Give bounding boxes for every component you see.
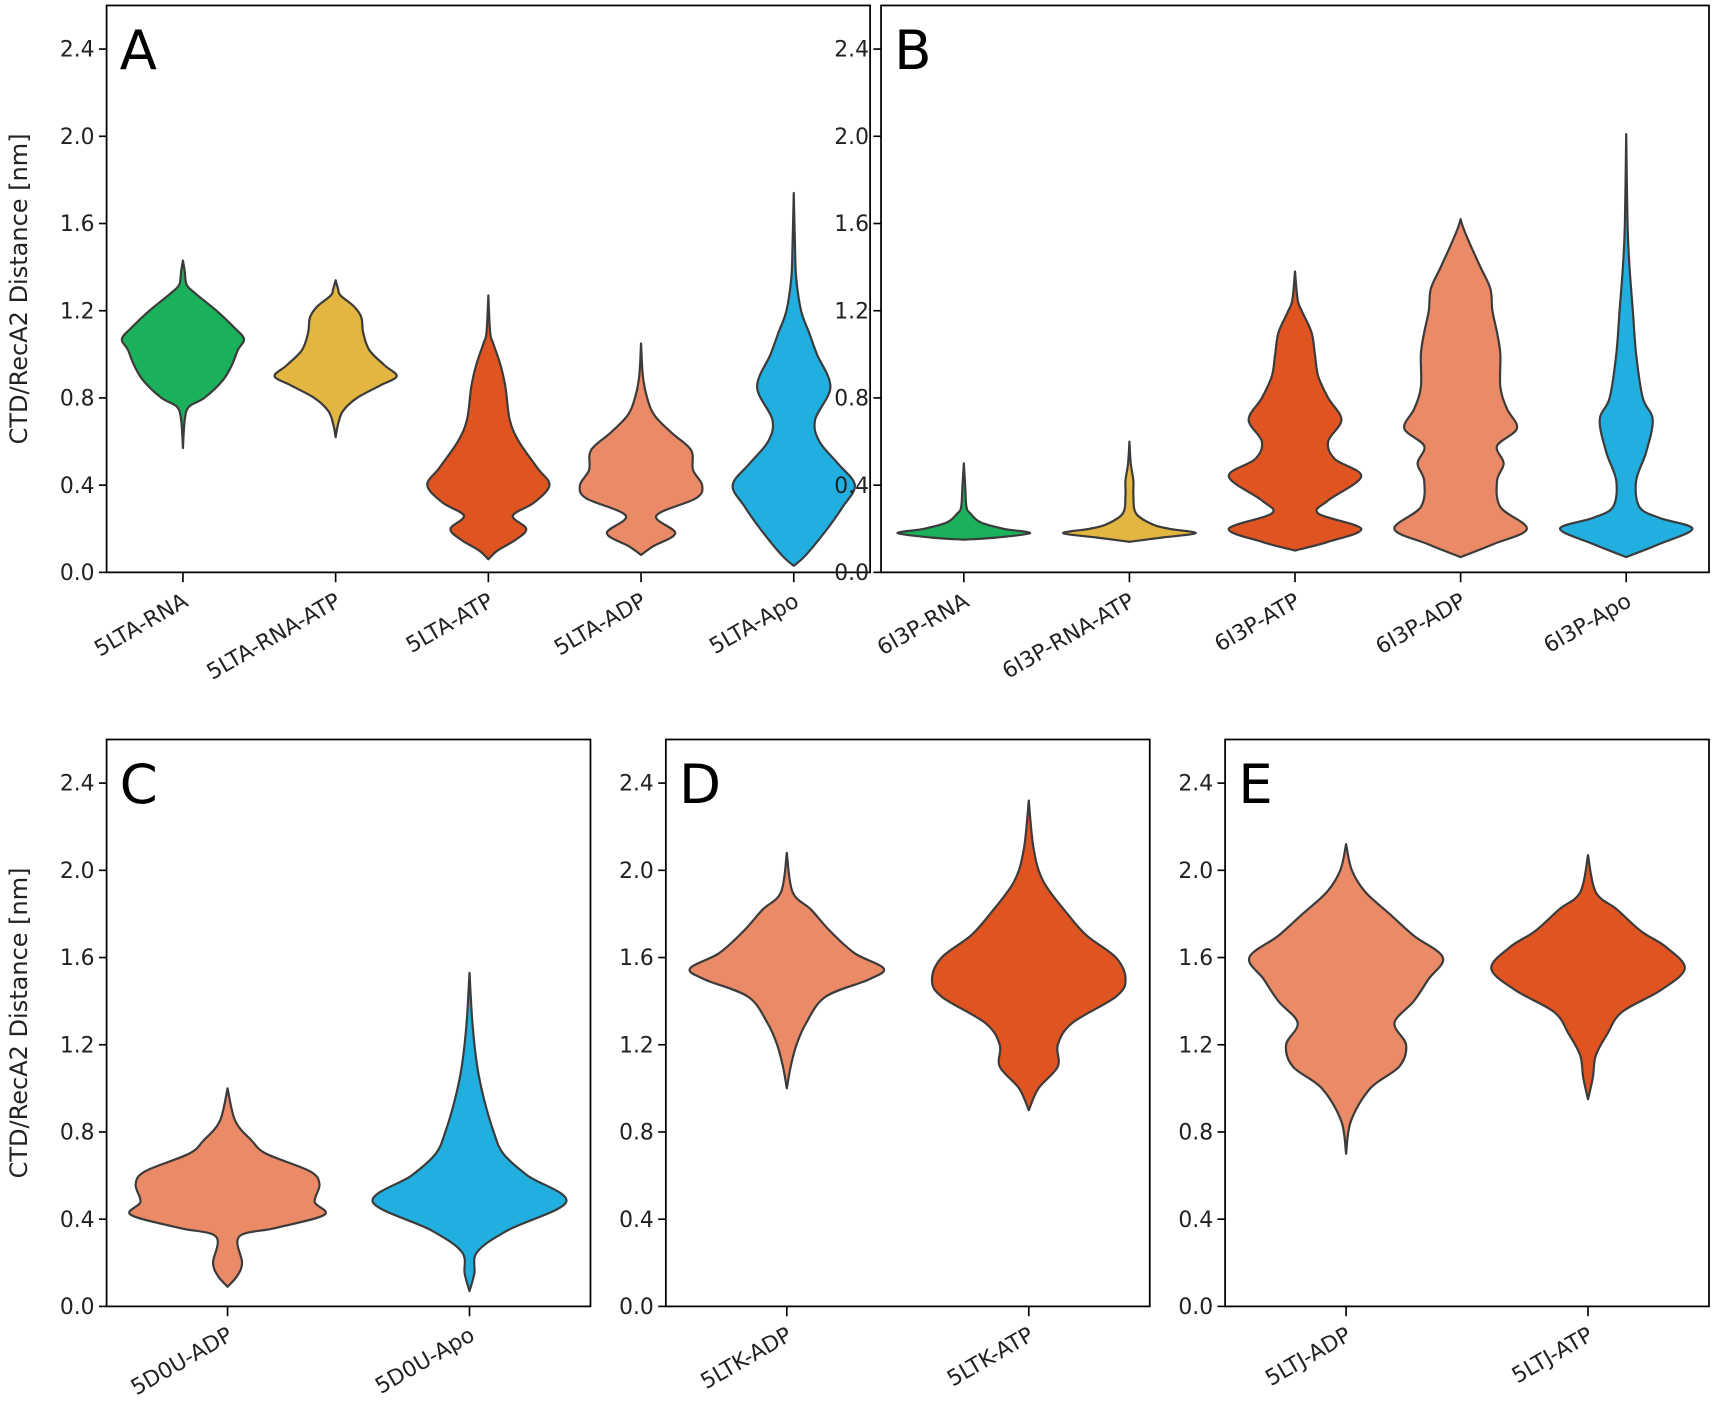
y-tick-label: 0.4 <box>619 1208 654 1233</box>
y-tick-label: 2.4 <box>834 38 869 63</box>
y-tick-label: 1.6 <box>60 212 95 237</box>
y-tick-label: 1.6 <box>834 212 869 237</box>
violin-5lta-apo <box>731 191 856 567</box>
y-tick-label: 2.0 <box>60 125 95 150</box>
y-tick-label: 1.2 <box>619 1033 654 1058</box>
x-tick-label: 6I3P-RNA <box>873 589 973 661</box>
violin-6i3p-atp <box>1227 270 1363 552</box>
violin-6i3p-adp <box>1393 218 1528 559</box>
y-tick-label: 2.4 <box>1178 772 1213 797</box>
x-tick-label: 5LTK-ADP <box>697 1323 797 1395</box>
x-tick-label: 6I3P-ADP <box>1372 589 1470 660</box>
axes-frame <box>880 4 1710 574</box>
panel-E: 5LTJ-ADP 5LTJ-ATP 0.0 0.4 0.8 1.2 1.6 2.0 2.4 E <box>1178 738 1710 1392</box>
y-tick-label: 2.0 <box>619 859 654 884</box>
violin-5d0u-adp <box>128 1087 327 1288</box>
x-tick-label: 5LTA-ATP <box>402 589 498 659</box>
y-tick-label: 1.2 <box>60 1033 95 1058</box>
y-tick-label: 2.4 <box>60 772 95 797</box>
x-tick-label: 5LTA-Apo <box>705 589 803 660</box>
y-tick-label: 0.4 <box>60 1208 95 1233</box>
axes-frame <box>664 738 1151 1308</box>
y-tick-label: 0.4 <box>834 474 869 499</box>
violin-5ltk-atp <box>930 799 1127 1112</box>
y-tick-label: 1.6 <box>1178 946 1213 971</box>
violin-5d0u-apo <box>371 971 568 1293</box>
y-tick-label: 1.2 <box>1178 1033 1213 1058</box>
x-tick-label: 5D0U-ADP <box>127 1323 237 1401</box>
y-tick-label: 1.2 <box>834 299 869 324</box>
axes-frame <box>105 4 871 574</box>
x-tick-label: 5LTJ-ADP <box>1261 1323 1355 1392</box>
y-tick-label: 0.8 <box>834 387 869 412</box>
y-tick-label: 0.8 <box>60 387 95 412</box>
panel-letter: E <box>1238 752 1273 816</box>
violin-5lta-rna-atp <box>273 279 398 439</box>
x-tick-label: 6I3P-ATP <box>1211 589 1305 658</box>
panel-letter: C <box>120 752 158 816</box>
y-tick-label: 2.0 <box>60 859 95 884</box>
panel-B: 6I3P-RNA 6I3P-RNA-ATP 6I3P-ATP 6I3P-ADP 6I3P… <box>834 4 1710 685</box>
violin-5lta-rna <box>120 259 246 450</box>
y-axis-label: CTD/RecA2 Distance [nm] <box>5 133 33 444</box>
x-tick-label: 6I3P-RNA-ATP <box>998 589 1139 685</box>
x-tick-label: 5LTA-RNA <box>90 589 192 662</box>
y-tick-label: 0.8 <box>1178 1121 1213 1146</box>
violin-5lta-adp <box>578 342 704 557</box>
y-tick-label: 2.4 <box>60 38 95 63</box>
y-tick-label: 0.0 <box>619 1295 654 1320</box>
panel-letter: B <box>894 18 931 82</box>
axes-frame <box>105 738 592 1308</box>
panel-C: 5D0U-ADP 5D0U-Apo 0.0 0.4 0.8 1.2 1.6 2.0 2.4 C CT… <box>5 738 592 1401</box>
violin-5lta-atp <box>426 294 551 561</box>
y-tick-label: 0.4 <box>1178 1208 1213 1233</box>
violin-6i3p-rna <box>896 462 1032 541</box>
x-tick-label: 5LTA-ADP <box>550 589 650 661</box>
x-tick-label: 6I3P-Apo <box>1540 589 1636 659</box>
x-tick-label: 5LTA-RNA-ATP <box>203 589 345 686</box>
y-tick-label: 0.0 <box>60 561 95 586</box>
y-tick-label: 2.0 <box>1178 859 1213 884</box>
panel-D: 5LTK-ADP 5LTK-ATP 0.0 0.4 0.8 1.2 1.6 2.0 2.4 D <box>619 738 1151 1395</box>
panel-A: 5LTA-RNA 5LTA-RNA-ATP 5LTA-ATP 5LTA-ADP 5LTA… <box>5 4 871 686</box>
y-tick-label: 1.6 <box>619 946 654 971</box>
violin-6i3p-apo <box>1558 133 1694 559</box>
y-tick-label: 1.6 <box>60 946 95 971</box>
y-tick-label: 0.8 <box>60 1121 95 1146</box>
x-tick-label: 5D0U-Apo <box>371 1323 479 1400</box>
x-tick-label: 5LTK-ATP <box>943 1323 1038 1392</box>
panel-letter: D <box>679 752 721 816</box>
y-axis-label: CTD/RecA2 Distance [nm] <box>5 867 33 1178</box>
y-tick-label: 1.2 <box>60 299 95 324</box>
y-tick-label: 0.0 <box>834 561 869 586</box>
y-tick-label: 0.8 <box>619 1121 654 1146</box>
axes-frame <box>1224 738 1710 1308</box>
y-tick-label: 2.0 <box>834 125 869 150</box>
violin-5ltk-adp <box>688 851 886 1090</box>
panel-letter: A <box>120 18 157 82</box>
violin-5ltj-adp <box>1247 843 1445 1155</box>
y-tick-label: 2.4 <box>619 772 654 797</box>
violin-5ltj-atp <box>1490 853 1686 1101</box>
y-tick-label: 0.4 <box>60 474 95 499</box>
violin-6i3p-rna-atp <box>1062 440 1197 543</box>
x-tick-label: 5LTJ-ATP <box>1508 1323 1598 1389</box>
y-tick-label: 0.0 <box>1178 1295 1213 1320</box>
y-tick-label: 0.0 <box>60 1295 95 1320</box>
